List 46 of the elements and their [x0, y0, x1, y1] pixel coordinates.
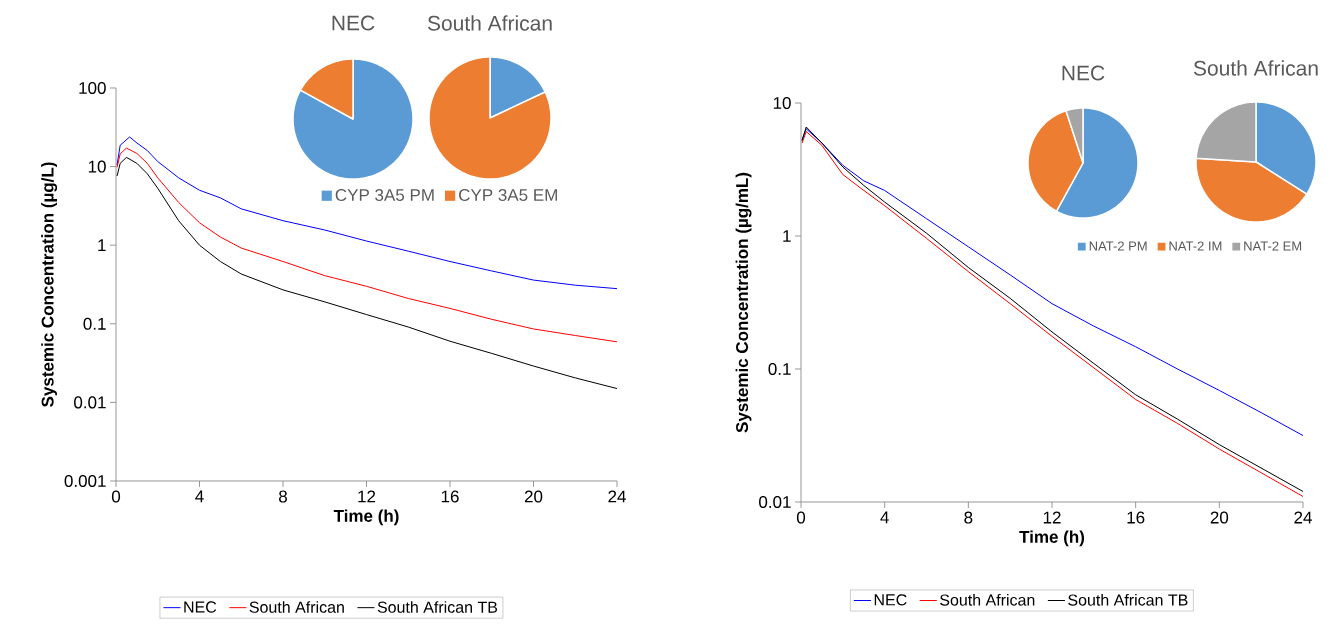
x-tick-label: 24: [1294, 511, 1312, 524]
y-tick-label: 10: [88, 160, 106, 173]
line-series: [116, 136, 618, 290]
legend-label: NEC: [184, 601, 217, 613]
legend-label: CYP 3A5 PM: [335, 188, 434, 202]
legend-label: NAT-2 EM: [1244, 241, 1302, 251]
chart-title: NEC: [1062, 65, 1105, 81]
legend-label: South African TB: [1068, 593, 1188, 606]
x-tick-label: 16: [1127, 511, 1145, 524]
x-tick-label: 12: [358, 490, 376, 503]
y-tick-label: 0.1: [768, 362, 791, 376]
y-axis-title: Systemic Concentration (µg/mL): [735, 172, 752, 433]
x-tick-label: 20: [524, 490, 543, 503]
chart-title: South African: [1193, 60, 1318, 76]
legend-label: South African: [249, 601, 344, 613]
chart-title: NEC: [332, 15, 375, 31]
y-axis-title: Systemic Concentration (µg/L): [41, 162, 58, 407]
legend-label: NAT-2 PM: [1089, 241, 1147, 251]
y-tick-label: 10: [773, 96, 791, 110]
x-tick-label: 12: [1043, 511, 1061, 524]
x-tick-label: 0: [111, 490, 121, 503]
x-axis-title: Time (h): [1019, 530, 1085, 547]
line-series: [116, 156, 618, 390]
chart-title: South African: [427, 15, 552, 31]
y-tick-label: 100: [79, 81, 106, 95]
x-tick-label: 4: [880, 511, 889, 524]
y-tick-label: 1: [98, 239, 106, 252]
y-tick-label: 0.01: [74, 396, 106, 409]
legend-label: South African: [940, 593, 1035, 606]
x-axis-title: Time (h): [333, 509, 399, 526]
x-tick-label: 4: [195, 490, 204, 503]
y-tick-label: 0.1: [83, 317, 106, 330]
x-tick-label: 8: [964, 511, 973, 524]
legend-label: NEC: [874, 594, 907, 606]
x-tick-label: 20: [1210, 511, 1229, 524]
legend-label: NAT-2 IM: [1169, 241, 1222, 251]
x-tick-label: 24: [608, 490, 626, 503]
line-series: [116, 147, 618, 343]
x-tick-label: 8: [279, 490, 287, 503]
y-tick-label: 0.01: [759, 495, 791, 509]
y-tick-label: 0.001: [64, 474, 106, 488]
y-tick-label: 1: [783, 230, 791, 242]
legend-label: South African TB: [377, 601, 498, 613]
legend-label: CYP 3A5 EM: [459, 188, 557, 202]
x-tick-label: 0: [796, 511, 806, 524]
x-tick-label: 16: [441, 490, 459, 503]
